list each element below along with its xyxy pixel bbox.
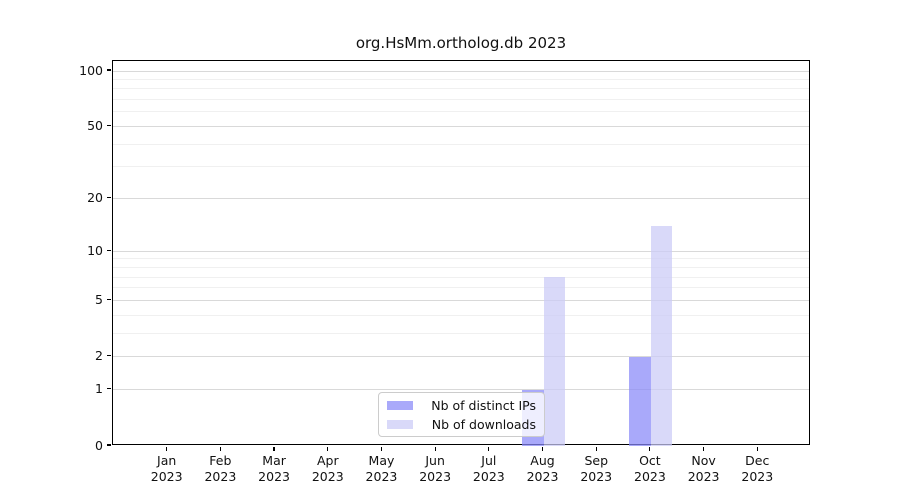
major-gridline bbox=[113, 70, 809, 72]
legend-swatch-distinct-ips bbox=[387, 400, 413, 410]
legend-item-distinct-ips: Nb of distinct IPs bbox=[387, 398, 536, 413]
x-tick-label-line: 2023 bbox=[580, 469, 613, 484]
y-axis-tick-label: 100 bbox=[79, 62, 103, 78]
x-axis-tick-label: Apr 2023 bbox=[300, 453, 356, 485]
x-axis-tick-label: Dec 2023 bbox=[729, 453, 785, 485]
x-axis-tick-label: Jun 2023 bbox=[407, 453, 463, 485]
x-tick-mark bbox=[380, 446, 383, 451]
y-tick-mark bbox=[107, 444, 111, 446]
x-tick-label-line: Aug bbox=[530, 453, 555, 468]
y-axis-tick-label: 5 bbox=[95, 291, 103, 307]
y-tick-mark bbox=[107, 249, 111, 251]
major-gridline bbox=[113, 250, 809, 252]
x-tick-label-line: Jun bbox=[425, 453, 445, 468]
legend-label-distinct-ips: Nb of distinct IPs bbox=[431, 397, 536, 413]
x-tick-label-line: 2023 bbox=[365, 469, 398, 484]
x-tick-label-line: Feb bbox=[209, 453, 232, 468]
x-tick-label-line: 2023 bbox=[204, 469, 237, 484]
minor-gridline bbox=[113, 258, 809, 260]
bar-distinct-ips-oct bbox=[629, 356, 651, 446]
y-axis-tick-label: 20 bbox=[87, 190, 103, 206]
x-tick-label-line: 2023 bbox=[311, 469, 344, 484]
x-tick-mark bbox=[434, 446, 436, 451]
minor-gridline bbox=[113, 111, 809, 113]
x-tick-mark bbox=[541, 446, 544, 451]
y-tick-mark bbox=[107, 69, 111, 71]
x-tick-label-line: 2023 bbox=[526, 469, 559, 484]
x-axis-tick-label: Jan 2023 bbox=[139, 453, 195, 485]
y-axis-tick-label: 50 bbox=[87, 118, 103, 134]
x-axis-tick-label: Oct 2023 bbox=[622, 453, 678, 485]
x-tick-label-line: 2023 bbox=[687, 469, 720, 484]
legend-label-downloads: Nb of downloads bbox=[431, 416, 536, 432]
minor-gridline bbox=[113, 287, 809, 289]
legend: Nb of distinct IPs Nb of downloads bbox=[378, 392, 545, 437]
x-tick-label-line: Oct bbox=[639, 453, 661, 468]
x-tick-mark bbox=[488, 446, 490, 451]
y-tick-mark bbox=[107, 355, 111, 357]
plot-area bbox=[112, 60, 810, 446]
chart-title: org.HsMm.ortholog.db 2023 bbox=[355, 34, 567, 52]
x-tick-mark bbox=[756, 446, 758, 451]
x-axis-tick-label: Aug 2023 bbox=[515, 453, 571, 485]
x-tick-label-line: 2023 bbox=[472, 469, 505, 484]
x-tick-label-line: Sep bbox=[584, 453, 608, 468]
minor-gridline bbox=[113, 276, 809, 278]
x-tick-label-line: 2023 bbox=[419, 469, 452, 484]
x-tick-label-line: Jan bbox=[157, 453, 177, 468]
major-gridline bbox=[113, 198, 809, 200]
y-tick-mark bbox=[107, 197, 111, 199]
x-tick-label-line: Mar bbox=[262, 453, 286, 468]
minor-gridline bbox=[113, 166, 809, 168]
bar-downloads-oct bbox=[650, 225, 673, 446]
x-tick-label-line: May bbox=[368, 453, 395, 468]
x-tick-mark bbox=[166, 446, 168, 451]
x-tick-label-line: Dec bbox=[745, 453, 770, 468]
minor-gridline bbox=[113, 143, 809, 145]
y-tick-mark bbox=[107, 124, 111, 127]
y-axis-tick-label: 1 bbox=[95, 381, 103, 397]
y-axis-tick-label: 0 bbox=[95, 437, 103, 453]
x-tick-mark bbox=[703, 446, 705, 451]
major-gridline bbox=[113, 389, 809, 391]
x-tick-mark bbox=[273, 446, 275, 451]
x-axis-tick-label: Mar 2023 bbox=[246, 453, 302, 485]
major-gridline bbox=[113, 356, 809, 358]
x-tick-label-line: Nov bbox=[691, 453, 716, 468]
x-tick-label-line: 2023 bbox=[258, 469, 290, 484]
x-tick-label-line: Jul bbox=[481, 453, 497, 468]
minor-gridline bbox=[113, 314, 809, 316]
x-tick-label-line: 2023 bbox=[634, 469, 666, 484]
x-tick-mark bbox=[649, 446, 651, 451]
minor-gridline bbox=[113, 99, 809, 101]
legend-item-downloads: Nb of downloads bbox=[387, 417, 536, 432]
x-axis-tick-label: Feb 2023 bbox=[192, 453, 248, 485]
legend-swatch-downloads bbox=[387, 419, 413, 429]
minor-gridline bbox=[113, 78, 809, 80]
y-axis-tick-label: 2 bbox=[95, 348, 103, 364]
major-gridline bbox=[113, 299, 809, 301]
minor-gridline bbox=[113, 88, 809, 90]
x-tick-mark bbox=[595, 446, 597, 451]
major-gridline bbox=[113, 126, 809, 128]
x-axis-tick-label: May 2023 bbox=[353, 453, 409, 485]
y-axis-tick-label: 10 bbox=[87, 242, 103, 258]
y-tick-mark bbox=[107, 388, 111, 390]
x-tick-label-line: 2023 bbox=[741, 469, 774, 484]
minor-gridline bbox=[113, 266, 809, 268]
minor-gridline bbox=[113, 332, 809, 334]
x-axis-tick-label: Sep 2023 bbox=[568, 453, 624, 485]
y-tick-mark bbox=[107, 298, 111, 300]
x-tick-mark bbox=[327, 446, 329, 451]
x-axis-tick-label: Nov 2023 bbox=[676, 453, 732, 485]
x-tick-label-line: 2023 bbox=[150, 469, 183, 484]
x-axis-tick-label: Jul 2023 bbox=[461, 453, 517, 485]
x-tick-mark bbox=[219, 446, 221, 451]
x-tick-label-line: Apr bbox=[316, 453, 339, 468]
bar-downloads-aug bbox=[543, 277, 566, 446]
